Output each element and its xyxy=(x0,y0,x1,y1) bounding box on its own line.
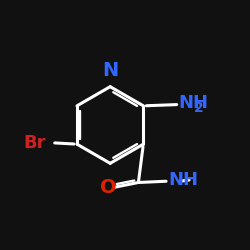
Text: NH: NH xyxy=(168,171,198,189)
Text: NH: NH xyxy=(178,94,208,112)
Text: Br: Br xyxy=(24,134,46,152)
Text: 2: 2 xyxy=(194,101,203,115)
Text: O: O xyxy=(100,178,116,197)
Text: N: N xyxy=(102,61,118,80)
